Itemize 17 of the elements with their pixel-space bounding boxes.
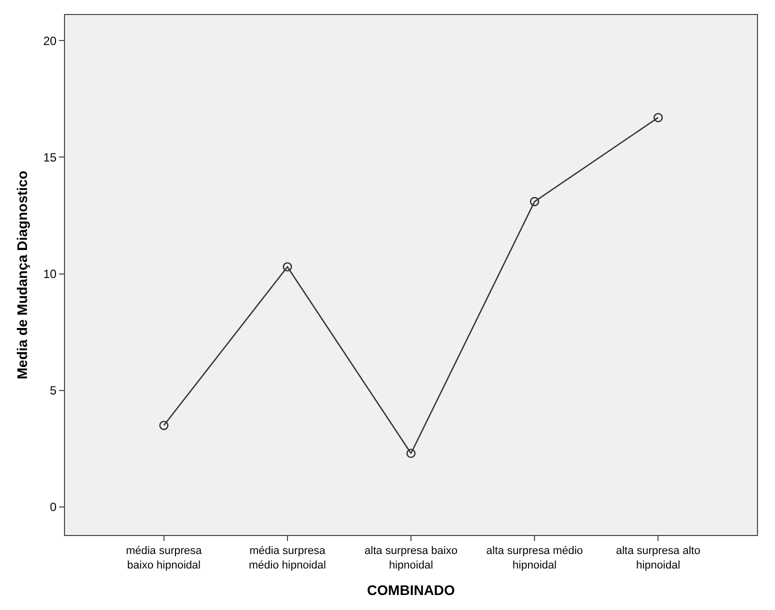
y-axis-title: Media de Mudança Diagnostico	[14, 170, 30, 380]
y-tick-label: 5	[50, 384, 57, 398]
x-tick-label: média surpresa médio hipnoidal	[248, 545, 326, 572]
point	[406, 448, 416, 458]
x-axis-title: COMBINADO	[367, 582, 456, 598]
y-tick-label: 15	[43, 150, 57, 164]
x-tick-label: alta surpresa baixo hipnoidal	[364, 545, 458, 572]
point	[282, 262, 292, 272]
x-tick-label: alta surpresa alto hipnoidal	[616, 545, 700, 572]
y-tick-label: 10	[43, 267, 57, 282]
y-tick-label: 0	[50, 500, 57, 514]
x-tick-label: média surpresa baixo hipnoidal	[126, 545, 203, 572]
point	[530, 196, 540, 206]
point	[159, 420, 169, 430]
x-tick-label: alta surpresa médio hipnoidal	[486, 545, 583, 572]
point	[653, 112, 663, 122]
y-tick-label: 20	[43, 34, 57, 48]
